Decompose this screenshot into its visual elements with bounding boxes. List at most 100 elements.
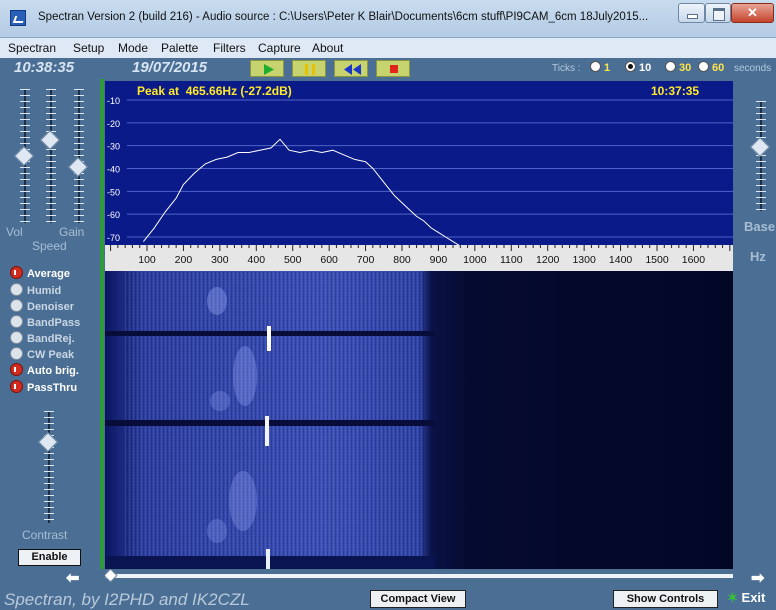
option-passthru[interactable]: PassThru <box>10 380 77 396</box>
freq-tick-label: 1200 <box>536 254 560 266</box>
frequency-axis: 100 200 300 400 500 600 700 800 900 1000 1100 1200 1… <box>105 245 733 271</box>
freq-tick-label: 800 <box>393 254 411 266</box>
radio-icon <box>665 61 676 72</box>
option-average[interactable]: Average <box>10 266 70 282</box>
arrow-left-icon[interactable]: ⬅ <box>66 570 80 587</box>
pause-icon <box>305 64 315 75</box>
freq-tick-label: 1000 <box>463 254 487 266</box>
option-humid[interactable]: Humid <box>10 283 61 299</box>
spectrum-trace <box>143 138 460 245</box>
frequency-scroll-slider[interactable] <box>103 568 733 583</box>
menu-setup[interactable]: Setup <box>73 41 105 55</box>
freq-tick-label: 300 <box>211 254 229 266</box>
rewind-icon <box>344 64 361 75</box>
exit-icon: ✶ <box>727 590 738 605</box>
db-tick-label: -50 <box>107 187 120 197</box>
checkbox-icon <box>10 331 23 344</box>
radio-icon <box>698 61 709 72</box>
speed-slider[interactable] <box>68 89 88 223</box>
ticks-label: Ticks : <box>552 63 581 74</box>
current-time: 10:38:35 <box>14 59 75 76</box>
menu-filters[interactable]: Filters <box>213 41 246 55</box>
seconds-label: seconds <box>734 63 772 74</box>
speed-label: Speed <box>32 239 67 253</box>
menu-mode[interactable]: Mode <box>118 41 149 55</box>
minimize-button[interactable] <box>678 3 705 23</box>
freq-tick-label: 200 <box>175 254 193 266</box>
checkbox-icon <box>10 299 23 312</box>
play-button[interactable] <box>250 60 284 77</box>
db-tick-label: -20 <box>107 119 120 129</box>
current-date: 19/07/2015 <box>132 59 208 76</box>
menu-spectran[interactable]: Spectran <box>8 41 57 55</box>
frequency-axis-ticks: 100 200 300 400 500 600 700 800 900 1000 1100 1200 1… <box>110 245 731 266</box>
compact-view-button[interactable]: Compact View <box>370 590 466 608</box>
freq-tick-label: 400 <box>248 254 266 266</box>
level-indicator <box>100 79 104 569</box>
gain-slider[interactable] <box>40 89 60 223</box>
base-slider[interactable] <box>750 101 770 211</box>
freq-tick-label: 600 <box>320 254 338 266</box>
menu-palette[interactable]: Palette <box>161 41 199 55</box>
checkbox-icon <box>10 283 23 296</box>
spectrum-plot: -10 -20 -30 -40 -50 -60 -70 <box>107 96 733 245</box>
freq-tick-label: 1500 <box>645 254 669 266</box>
exit-button[interactable]: ✶ Exit <box>727 590 766 605</box>
close-button[interactable]: ✕ <box>731 3 774 23</box>
menu-capture[interactable]: Capture <box>258 41 301 55</box>
option-cw-peak[interactable]: CW Peak <box>10 347 74 363</box>
app-icon <box>10 10 26 26</box>
tick-option-1[interactable]: 1 <box>590 61 610 74</box>
maximize-button[interactable] <box>705 3 731 23</box>
freq-tick-label: 1600 <box>682 254 706 266</box>
close-icon: ✕ <box>747 5 758 20</box>
vol-slider-thumb[interactable] <box>14 146 34 166</box>
enable-button[interactable]: Enable <box>18 549 81 566</box>
tick-option-10[interactable]: 10 <box>625 61 651 74</box>
stop-button[interactable] <box>376 60 410 77</box>
freq-tick-label: 700 <box>357 254 375 266</box>
stop-icon <box>390 65 398 73</box>
menu-about[interactable]: About <box>312 41 344 55</box>
checkbox-icon <box>10 315 23 328</box>
freq-tick-label: 100 <box>138 254 156 266</box>
checkbox-icon <box>10 266 23 279</box>
db-tick-label: -70 <box>107 233 120 243</box>
arrow-right-icon[interactable]: ➡ <box>751 570 765 587</box>
contrast-slider-thumb[interactable] <box>38 432 58 453</box>
freq-tick-label: 1100 <box>500 254 523 266</box>
tick-option-30[interactable]: 30 <box>665 61 691 74</box>
scroll-thumb[interactable] <box>103 568 118 583</box>
radio-icon <box>590 61 601 72</box>
option-bandrej[interactable]: BandRej. <box>10 331 75 347</box>
credit-text: Spectran, by I2PHD and IK2CZL <box>4 590 250 609</box>
checkbox-icon <box>10 363 23 376</box>
radio-selected-icon <box>625 61 636 72</box>
freq-tick-label: 500 <box>284 254 302 266</box>
peak-readout: Peak at 465.66Hz (-27.2dB) <box>137 84 292 98</box>
db-tick-label: -60 <box>107 210 120 220</box>
freq-tick-label: 1300 <box>572 254 596 266</box>
pause-button[interactable] <box>292 60 326 77</box>
speed-slider-thumb[interactable] <box>68 156 88 177</box>
left-control-panel: Vol Gain Speed Average Humid Denoiser Ba… <box>0 79 100 610</box>
checkbox-icon <box>10 380 23 393</box>
vol-slider[interactable] <box>14 89 34 223</box>
tick-option-60[interactable]: 60 <box>698 61 724 74</box>
capture-time: 10:37:35 <box>651 84 700 98</box>
waterfall-image <box>105 271 733 569</box>
base-slider-thumb[interactable] <box>750 137 770 158</box>
hz-label: Hz <box>750 249 766 264</box>
db-tick-label: -40 <box>107 165 120 175</box>
option-auto-brig[interactable]: Auto brig. <box>10 363 79 379</box>
show-controls-button[interactable]: Show Controls <box>613 590 718 608</box>
title-bar: Spectran Version 2 (build 216) - Audio s… <box>0 0 776 38</box>
option-denoiser[interactable]: Denoiser <box>10 299 74 315</box>
contrast-slider[interactable] <box>38 411 58 523</box>
base-label: Base <box>744 219 776 234</box>
gain-slider-thumb[interactable] <box>40 130 60 150</box>
vol-label: Vol <box>6 225 23 239</box>
rewind-button[interactable] <box>334 60 368 77</box>
option-bandpass[interactable]: BandPass <box>10 315 80 331</box>
waterfall-display <box>105 271 733 569</box>
